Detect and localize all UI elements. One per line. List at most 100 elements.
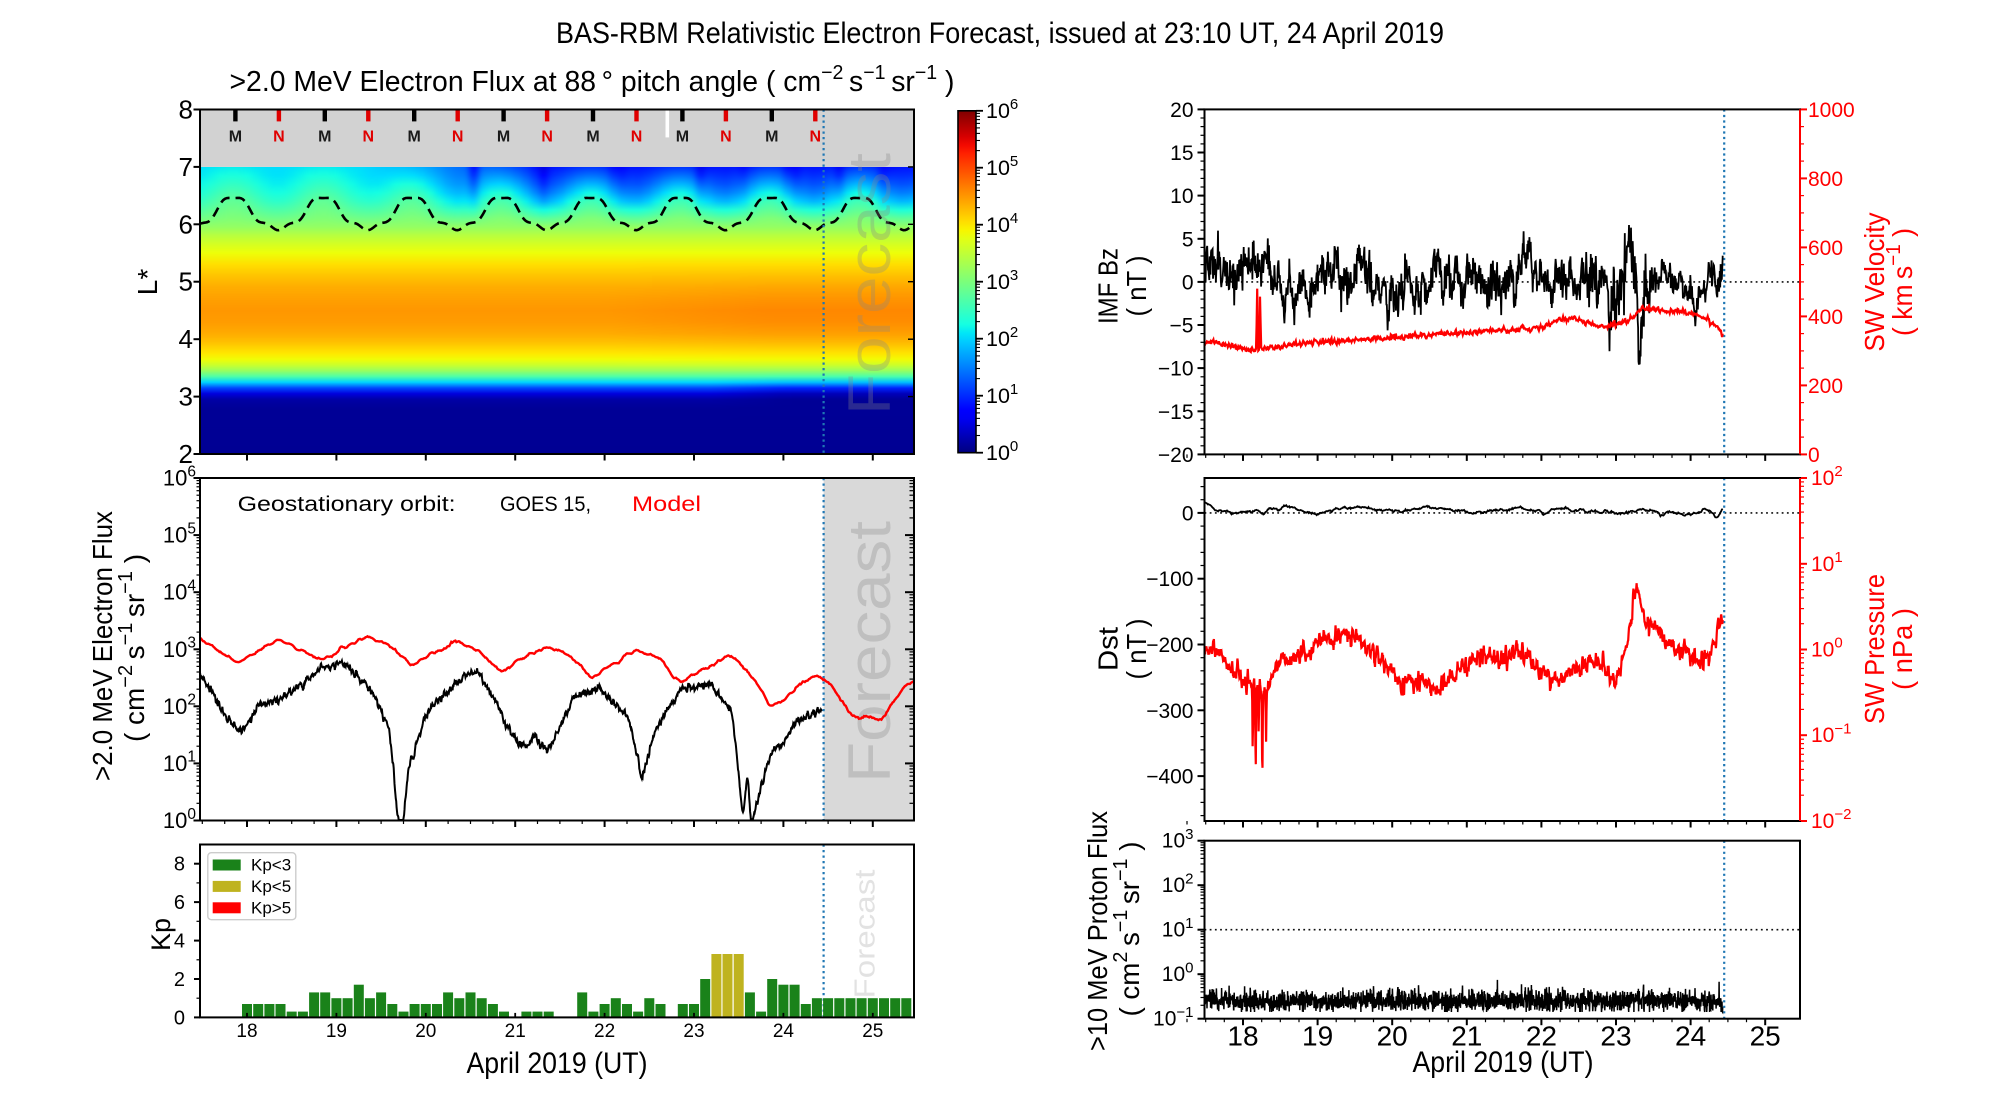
svg-text:200: 200	[1808, 375, 1843, 398]
svg-text:−100: −100	[1146, 568, 1193, 591]
svg-text:23: 23	[1600, 1021, 1631, 1052]
svg-text:M: M	[497, 129, 510, 146]
svg-text:19: 19	[1302, 1021, 1333, 1052]
svg-text:100: 100	[1811, 635, 1843, 662]
svg-text:N: N	[273, 129, 285, 146]
svg-text:−5: −5	[1170, 315, 1194, 338]
svg-text:M: M	[318, 129, 331, 146]
svg-text:24: 24	[773, 1021, 795, 1042]
svg-text:8: 8	[179, 95, 193, 125]
svg-text:Geostationary orbit:: Geostationary orbit:	[238, 493, 456, 516]
svg-text:10−1: 10−1	[1811, 720, 1851, 747]
svg-text:102: 102	[1162, 870, 1194, 897]
svg-text:22: 22	[1526, 1021, 1557, 1052]
svg-text:M: M	[765, 129, 778, 146]
svg-text:SW Velocity: SW Velocity	[1859, 213, 1890, 352]
svg-text:−10: −10	[1158, 358, 1194, 381]
svg-text:0: 0	[1182, 502, 1194, 525]
svg-text:18: 18	[236, 1021, 257, 1042]
svg-text:10−2: 10−2	[1811, 806, 1851, 833]
svg-text:Forecast: Forecast	[849, 870, 881, 999]
svg-text:>2.0 MeV Electron Flux at 88 °: >2.0 MeV Electron Flux at 88 ° pitch ang…	[230, 62, 955, 98]
svg-text:Forecast: Forecast	[836, 153, 903, 415]
svg-text:101: 101	[1811, 549, 1843, 576]
svg-text:20: 20	[1170, 99, 1193, 122]
svg-text:8: 8	[174, 854, 185, 876]
svg-text:Kp<3: Kp<3	[251, 856, 291, 875]
svg-text:0: 0	[1808, 444, 1820, 467]
svg-text:105: 105	[986, 153, 1018, 180]
svg-text:103: 103	[986, 267, 1018, 294]
svg-text:>2.0 MeV Electron Flux: >2.0 MeV Electron Flux	[87, 511, 118, 781]
svg-text:1000: 1000	[1808, 99, 1855, 122]
svg-text:100: 100	[986, 438, 1018, 465]
svg-text:( cm−2 s−1 sr−1 ): ( cm−2 s−1 sr−1 )	[115, 554, 150, 742]
svg-text:−300: −300	[1146, 700, 1193, 723]
svg-text:7: 7	[179, 152, 193, 182]
svg-text:18: 18	[1227, 1021, 1258, 1052]
svg-text:M: M	[586, 129, 599, 146]
svg-text:104: 104	[163, 578, 196, 605]
svg-text:3: 3	[179, 382, 193, 412]
svg-text:−15: −15	[1158, 401, 1194, 424]
svg-text:Model: Model	[632, 493, 701, 516]
svg-text:0: 0	[174, 1007, 185, 1029]
svg-text:25: 25	[1750, 1021, 1781, 1052]
svg-text:20: 20	[415, 1021, 436, 1042]
svg-text:Forecast: Forecast	[836, 521, 903, 783]
svg-text:10−1: 10−1	[1153, 1004, 1193, 1031]
svg-text:( nT ): ( nT )	[1121, 256, 1152, 317]
svg-text:M: M	[229, 129, 242, 146]
svg-text:N: N	[541, 129, 553, 146]
svg-text:( cm2 s−1 sr−1 ): ( cm2 s−1 sr−1 )	[1110, 842, 1145, 1017]
svg-text:103: 103	[163, 635, 196, 662]
svg-text:105: 105	[163, 520, 196, 547]
svg-text:600: 600	[1808, 237, 1843, 260]
svg-text:Kp: Kp	[146, 918, 176, 951]
svg-text:BAS-RBM Relativistic Electron: BAS-RBM Relativistic Electron Forecast, …	[556, 17, 1444, 50]
svg-text:GOES 15,: GOES 15,	[500, 493, 591, 516]
svg-text:25: 25	[862, 1021, 883, 1042]
svg-text:104: 104	[986, 210, 1018, 237]
svg-text:N: N	[810, 129, 822, 146]
svg-text:6: 6	[174, 892, 185, 914]
svg-text:21: 21	[505, 1021, 526, 1042]
svg-text:102: 102	[986, 324, 1018, 351]
svg-text:24: 24	[1675, 1021, 1706, 1052]
svg-text:N: N	[452, 129, 464, 146]
svg-text:N: N	[720, 129, 732, 146]
svg-text:2: 2	[174, 969, 185, 991]
svg-text:4: 4	[179, 324, 193, 354]
svg-text:106: 106	[163, 463, 196, 490]
svg-text:2: 2	[179, 439, 193, 469]
svg-text:Dst: Dst	[1092, 627, 1123, 671]
svg-text:19: 19	[326, 1021, 347, 1042]
svg-text:100: 100	[1162, 959, 1194, 986]
svg-text:800: 800	[1808, 168, 1843, 191]
svg-text:22: 22	[594, 1021, 615, 1042]
svg-text:April 2019 (UT): April 2019 (UT)	[467, 1047, 648, 1080]
svg-text:April 2019 (UT): April 2019 (UT)	[1413, 1046, 1594, 1079]
svg-text:M: M	[408, 129, 421, 146]
svg-text:IMF Bz: IMF Bz	[1092, 248, 1123, 324]
svg-text:23: 23	[683, 1021, 704, 1042]
svg-text:101: 101	[986, 381, 1018, 408]
svg-text:Kp<5: Kp<5	[251, 877, 291, 896]
svg-text:N: N	[363, 129, 375, 146]
svg-text:>10 MeV Proton Flux: >10 MeV Proton Flux	[1082, 811, 1113, 1051]
svg-text:( nT ): ( nT )	[1121, 619, 1152, 680]
svg-text:10: 10	[1170, 185, 1193, 208]
svg-text:0: 0	[1182, 271, 1194, 294]
svg-text:6: 6	[179, 209, 193, 239]
svg-text:106: 106	[986, 96, 1018, 123]
svg-text:Kp>5: Kp>5	[251, 898, 291, 917]
svg-text:−400: −400	[1146, 766, 1193, 789]
svg-text:103: 103	[1162, 826, 1194, 853]
svg-text:SW Pressure: SW Pressure	[1859, 574, 1890, 724]
svg-text:5: 5	[179, 267, 193, 297]
svg-text:102: 102	[163, 692, 196, 719]
svg-text:M: M	[676, 129, 689, 146]
svg-text:400: 400	[1808, 306, 1843, 329]
svg-text:−20: −20	[1158, 444, 1194, 467]
svg-text:101: 101	[163, 749, 196, 776]
